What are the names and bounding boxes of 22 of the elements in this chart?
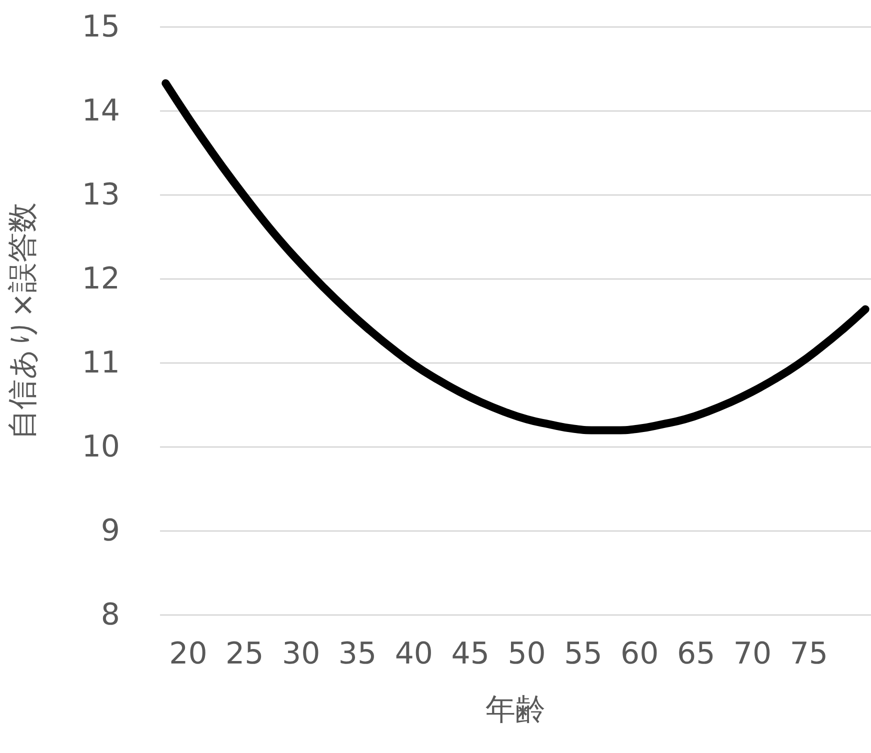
y-axis-title: 自信あり×誤答数 [6, 202, 40, 440]
x-tick-label: 25 [226, 636, 264, 672]
x-tick-label: 55 [564, 636, 602, 672]
y-tick-label: 15 [82, 10, 120, 44]
y-tick-label: 12 [82, 262, 120, 296]
y-tick-label: 9 [100, 514, 120, 548]
x-tick-label: 40 [394, 636, 434, 672]
x-tick-label: 35 [338, 636, 377, 672]
y-tick-label: 8 [100, 598, 120, 632]
y-tick-label: 11 [82, 346, 120, 380]
x-tick-label: 70 [733, 636, 772, 672]
x-tick-label: 45 [451, 636, 490, 672]
y-tick-label: 10 [82, 430, 120, 464]
x-tick-label: 20 [169, 636, 208, 672]
x-tick-label: 30 [282, 636, 320, 672]
x-tick-label: 65 [676, 636, 716, 672]
x-tick-label: 60 [620, 636, 659, 672]
x-tick-label: 50 [508, 636, 546, 672]
x-axis-title: 年齢 [486, 692, 546, 728]
y-tick-label: 13 [82, 178, 120, 212]
x-tick-label: 75 [790, 636, 828, 672]
y-tick-label: 14 [82, 94, 120, 128]
